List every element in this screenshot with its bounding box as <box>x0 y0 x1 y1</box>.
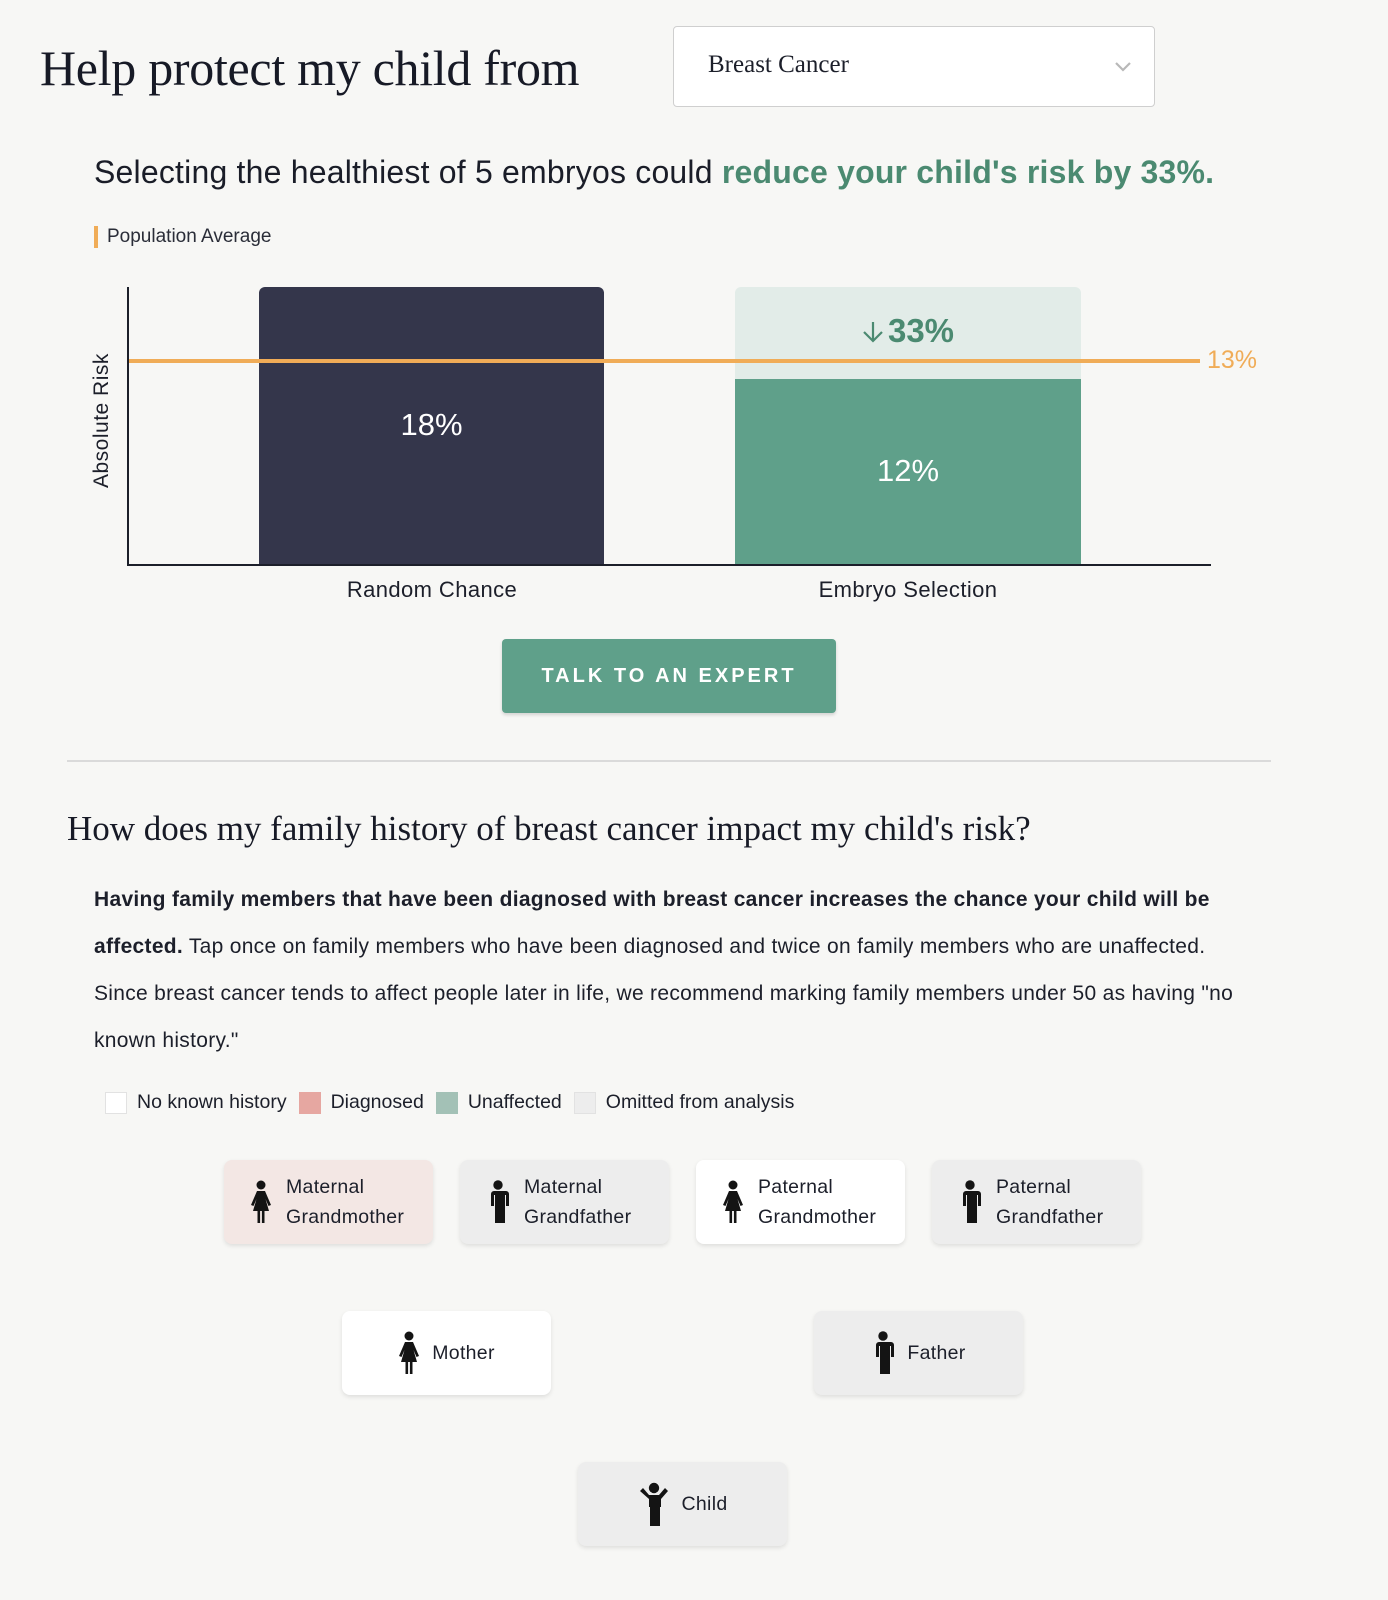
bar-random-chance-value: 18% <box>400 407 463 442</box>
risk-reduction-value: 33% <box>887 312 955 349</box>
member-label-line2: Grandfather <box>996 1206 1104 1228</box>
woman-icon <box>399 1331 420 1374</box>
man-icon <box>875 1331 895 1374</box>
bar-embryo-selection: 12% <box>735 379 1081 565</box>
bar-random-chance: 18% <box>259 287 604 565</box>
member-label: Child <box>681 1493 728 1515</box>
talk-to-expert-button[interactable]: TALK TO AN EXPERT <box>502 639 836 713</box>
member-label: Paternal Grandmother <box>758 1172 876 1232</box>
member-label: Father <box>907 1342 966 1364</box>
population-average-line <box>127 359 1200 363</box>
member-label-line1: Paternal <box>758 1176 834 1198</box>
population-average-swatch <box>94 226 98 248</box>
bar-embryo-selection-value: 12% <box>876 453 940 488</box>
member-label-line2: Grandmother <box>286 1206 405 1228</box>
risk-summary-text: Selecting the healthiest of 5 embryos co… <box>94 154 722 190</box>
member-label: Mother <box>432 1342 495 1364</box>
family-history-description: Having family members that have been dia… <box>94 876 1254 1064</box>
woman-icon <box>251 1180 271 1223</box>
legend-swatch-no-known-history <box>105 1091 127 1114</box>
status-legend: No known history Diagnosed Unaffected Om… <box>105 1091 806 1114</box>
x-label-random-chance: Random Chance <box>346 577 518 602</box>
risk-summary: Selecting the healthiest of 5 embryos co… <box>94 150 1214 194</box>
condition-select[interactable]: Breast Cancer <box>673 26 1155 107</box>
family-history-title: How does my family history of breast can… <box>67 809 1031 848</box>
member-label: Paternal Grandfather <box>996 1172 1103 1232</box>
population-average-label: Population Average <box>107 226 272 247</box>
section-divider <box>67 760 1271 762</box>
legend-swatch-diagnosed <box>298 1091 321 1114</box>
family-history-description-rest: Tap once on family members who have been… <box>94 935 1234 1052</box>
child-icon <box>639 1482 668 1526</box>
risk-reduction-label: 33% <box>735 312 1081 350</box>
chevron-down-icon <box>1115 62 1131 72</box>
member-mother[interactable]: Mother <box>342 1311 551 1395</box>
man-icon <box>962 1180 981 1223</box>
legend-omitted: Omitted from analysis <box>573 1091 795 1114</box>
legend-label: Omitted from analysis <box>605 1091 795 1113</box>
member-child[interactable]: Child <box>578 1462 787 1546</box>
member-label-line2: Grandfather <box>524 1206 632 1228</box>
legend-swatch-unaffected <box>435 1091 458 1114</box>
legend-label: No known history <box>137 1091 287 1113</box>
arrow-down-icon <box>863 322 883 343</box>
member-father[interactable]: Father <box>814 1311 1023 1395</box>
legend-unaffected: Unaffected <box>435 1091 562 1114</box>
member-label-line1: Maternal <box>286 1176 365 1198</box>
member-paternal-grandmother[interactable]: Paternal Grandmother <box>696 1160 905 1244</box>
member-paternal-grandfather[interactable]: Paternal Grandfather <box>932 1160 1141 1244</box>
member-maternal-grandfather[interactable]: Maternal Grandfather <box>460 1160 669 1244</box>
member-label-line1: Paternal <box>996 1176 1072 1198</box>
y-axis <box>127 287 129 565</box>
man-icon <box>490 1180 509 1223</box>
member-maternal-grandmother[interactable]: Maternal Grandmother <box>224 1160 433 1244</box>
legend-no-known-history: No known history <box>105 1091 287 1114</box>
y-axis-label: Absolute Risk <box>90 353 113 488</box>
member-label-line2: Grandmother <box>758 1206 877 1228</box>
risk-summary-highlight: reduce your child's risk by 33%. <box>721 154 1215 190</box>
condition-select-value: Breast Cancer <box>708 51 849 78</box>
x-axis <box>127 564 1211 566</box>
population-average-value: 13% <box>1207 346 1258 374</box>
legend-swatch-omitted <box>573 1091 596 1114</box>
member-label: Maternal Grandfather <box>524 1172 631 1232</box>
family-history-description-bold: Having family members that have been dia… <box>94 888 1210 958</box>
legend-label: Diagnosed <box>330 1091 424 1113</box>
population-average-legend: Population Average <box>94 226 271 248</box>
legend-diagnosed: Diagnosed <box>298 1091 424 1114</box>
member-label-line1: Maternal <box>524 1176 603 1198</box>
page-title: Help protect my child from <box>40 40 580 96</box>
member-label: Maternal Grandmother <box>286 1172 404 1232</box>
woman-icon <box>723 1180 743 1223</box>
legend-label: Unaffected <box>467 1091 562 1113</box>
x-label-embryo-selection: Embryo Selection <box>818 577 998 602</box>
